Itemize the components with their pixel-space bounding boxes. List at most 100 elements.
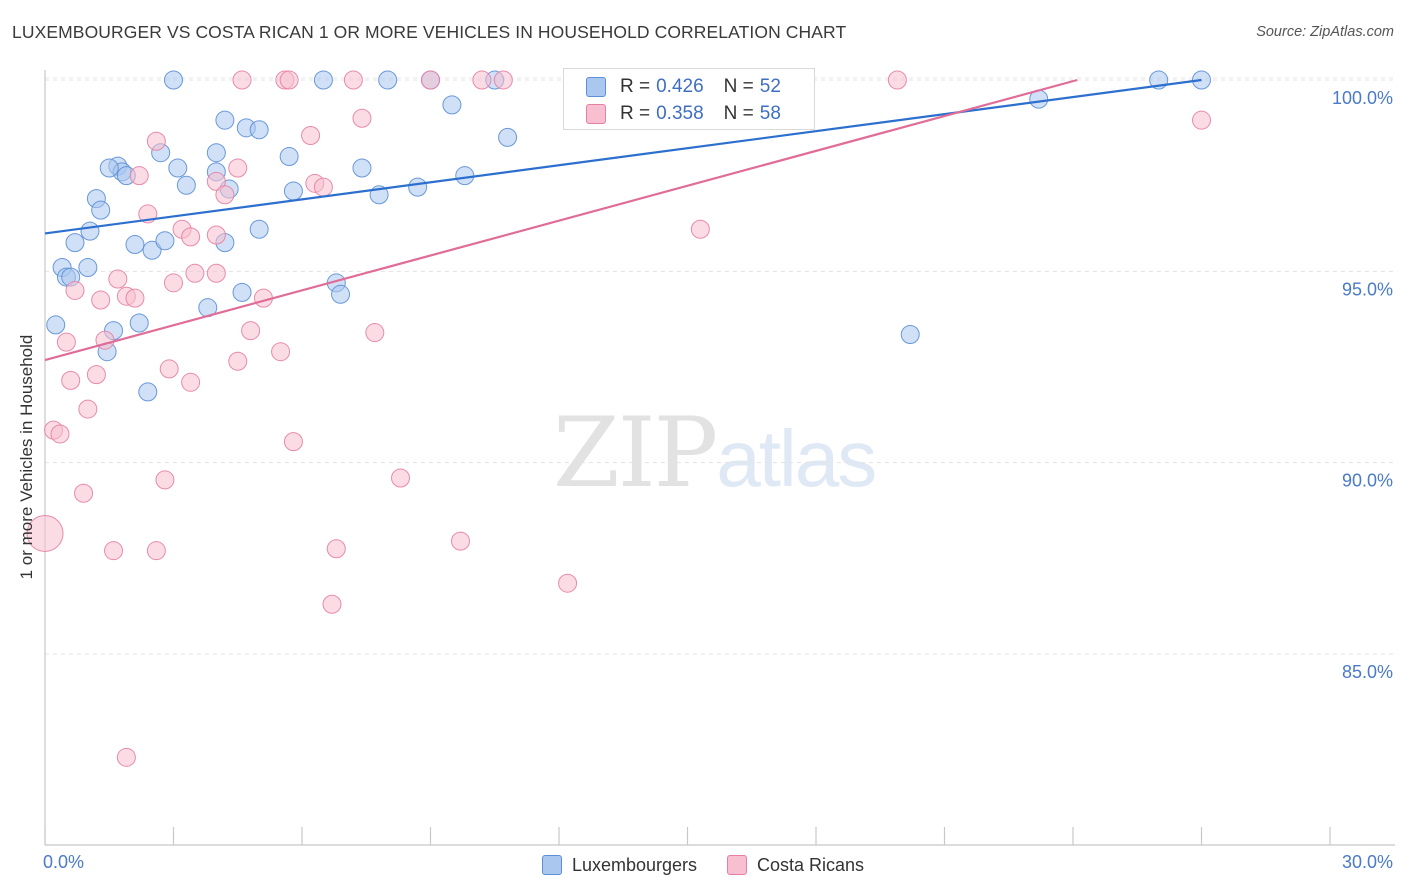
data-point: [283, 181, 303, 201]
data-point: [155, 470, 175, 490]
data-point: [206, 225, 226, 245]
data-point: [442, 95, 462, 115]
data-point: [455, 166, 475, 186]
data-point: [249, 120, 269, 140]
chart-source: Source: ZipAtlas.com: [1256, 24, 1394, 40]
data-point: [391, 468, 411, 488]
chart-title: LUXEMBOURGER VS COSTA RICAN 1 OR MORE VE…: [12, 22, 847, 42]
data-point: [142, 240, 162, 260]
data-point: [215, 185, 235, 205]
data-point: [450, 531, 470, 551]
data-point: [146, 541, 166, 561]
data-point: [65, 233, 85, 253]
y-tick-label: 90.0%: [1342, 471, 1393, 491]
data-point: [129, 166, 149, 186]
data-point: [185, 263, 205, 283]
data-point: [279, 70, 299, 90]
data-point: [91, 200, 111, 220]
data-point: [116, 747, 136, 767]
data-point: [498, 127, 518, 147]
data-point: [181, 372, 201, 392]
data-point: [326, 539, 346, 559]
data-point: [155, 231, 175, 251]
data-point: [125, 235, 145, 255]
data-point: [215, 110, 235, 130]
data-point: [1192, 110, 1211, 130]
legend-row-costa-ricans: R = 0.358 N = 58: [586, 101, 781, 127]
data-point: [322, 594, 342, 614]
data-point: [56, 332, 76, 352]
data-point: [343, 70, 363, 90]
data-point: [408, 177, 428, 197]
legend-item-luxembourgers[interactable]: Luxembourgers: [541, 854, 698, 876]
data-point: [61, 370, 81, 390]
legend-r-value: 0.358: [656, 103, 704, 124]
data-point: [99, 158, 119, 178]
data-point: [206, 171, 226, 191]
legend-n-value: 52: [759, 76, 781, 97]
data-point: [104, 541, 124, 561]
data-point: [138, 382, 158, 402]
data-point: [352, 108, 372, 128]
data-point: [241, 321, 261, 341]
data-point: [331, 284, 351, 304]
y-tick-label: 95.0%: [1342, 279, 1393, 299]
data-point: [125, 288, 145, 308]
data-point: [91, 290, 111, 310]
series-legend: Luxembourgers Costa Ricans: [0, 853, 1406, 877]
data-point: [129, 313, 149, 333]
data-point: [313, 70, 333, 90]
data-point: [50, 424, 70, 444]
data-point: [46, 315, 66, 335]
data-point: [206, 263, 226, 283]
data-point: [232, 282, 252, 302]
data-point: [78, 399, 98, 419]
trend-line: [44, 78, 1078, 362]
data-point: [365, 323, 385, 343]
data-point: [228, 158, 248, 178]
data-point: [176, 175, 196, 195]
data-point: [279, 147, 299, 167]
data-point: [181, 227, 201, 247]
data-point: [164, 273, 183, 293]
watermark-zip: ZIP: [553, 397, 718, 509]
data-point: [352, 158, 372, 178]
data-point: [301, 125, 321, 145]
legend-r-value: 0.426: [656, 76, 704, 97]
y-tick-label: 85.0%: [1342, 662, 1393, 682]
data-point: [108, 269, 128, 289]
y-axis-label: 1 or more Vehicles in Household: [17, 334, 36, 580]
legend-n-label: N =: [723, 103, 754, 124]
data-point: [168, 158, 188, 178]
data-point: [146, 131, 166, 151]
legend-swatch: [541, 855, 562, 875]
data-point: [690, 219, 710, 239]
data-point: [283, 432, 303, 452]
legend-label: Luxembourgers: [571, 854, 698, 875]
data-point: [232, 70, 252, 90]
legend-swatch-luxembourgers: [586, 77, 606, 97]
stats-legend: R = 0.426 N = 52 R = 0.358 N = 58: [563, 68, 815, 130]
data-point: [206, 143, 226, 163]
data-point: [472, 70, 492, 90]
trend-line: [44, 78, 1202, 235]
data-point: [558, 573, 578, 593]
data-point: [378, 70, 398, 90]
data-point: [159, 359, 179, 379]
x-tick-label-min: 0.0%: [43, 852, 85, 872]
data-point: [887, 70, 907, 90]
legend-swatch-costa-ricans: [586, 104, 606, 124]
legend-item-costa-ricans[interactable]: Costa Ricans: [727, 855, 864, 876]
watermark-atlas: atlas: [716, 414, 877, 503]
data-point: [74, 483, 94, 503]
data-point: [228, 351, 248, 371]
watermark: ZIPatlas: [553, 405, 877, 503]
data-point: [26, 514, 64, 552]
legend-label: Costa Ricans: [757, 854, 865, 875]
legend-swatch: [727, 855, 748, 875]
data-point: [86, 365, 106, 385]
legend-n-label: N =: [723, 76, 754, 97]
data-point: [65, 280, 85, 300]
points-layer: [26, 70, 1211, 767]
